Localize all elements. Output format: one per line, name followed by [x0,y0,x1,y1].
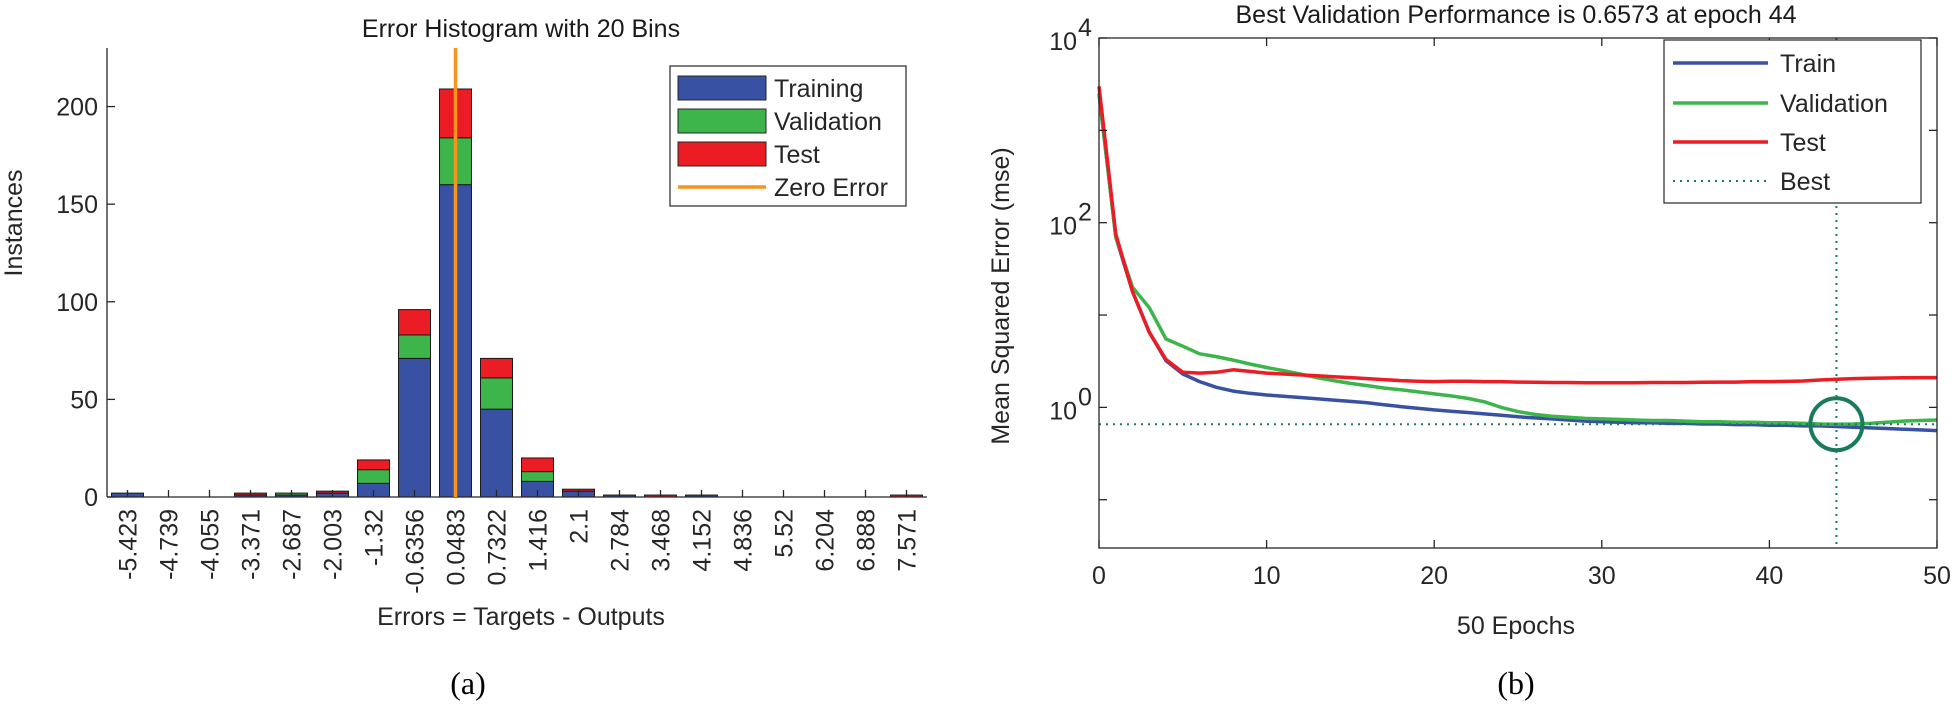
x-tick-label-5.52: 5.52 [771,509,799,558]
performance-plot: Best Validation Performance is 0.6573 at… [987,1,1951,701]
legend-label-test: Test [1780,129,1826,157]
x-tick-label--5.423: -5.423 [115,509,143,580]
performance-axes-box [1098,37,1938,549]
bar-validation--1.32 [357,469,390,484]
legend-label-best: Best [1780,168,1830,196]
x-tick-label-0.0483: 0.0483 [443,509,471,585]
histogram-x-axis-label: Errors = Targets - Outputs [377,603,665,631]
x-tick-label-0: 0 [1092,562,1106,590]
bar-validation-1.416 [521,471,554,482]
performance-y-axis-label: Mean Squared Error (mse) [987,147,1015,444]
legend-swatch-training [677,75,767,101]
x-tick-label-30: 30 [1588,562,1616,590]
histogram-y-axis-label: Instances [0,169,28,276]
y-tick-label-100: 100 [56,289,98,317]
series-train-line [1097,93,1938,433]
x-tick-label--1.32: -1.32 [361,509,389,566]
bar-validation--0.6356 [398,334,431,359]
bar-test--0.6356 [398,309,431,336]
x-tick-label--0.6356: -0.6356 [402,509,430,594]
y-tick-label-200: 200 [56,94,98,122]
performance-series [1097,86,1938,433]
series-test-line [1097,86,1937,385]
performance-legend-box [1663,39,1922,204]
x-tick-label--2.687: -2.687 [279,509,307,580]
histogram-y-ticks: 0 50 100 150 200 [56,94,115,512]
y-tick-label-1: 10 [1049,397,1077,425]
histogram-legend: Training Validation Test Zero Error [669,65,907,207]
x-tick-label-6.888: 6.888 [853,509,881,572]
x-tick-label-4.836: 4.836 [730,509,758,572]
error-histogram: Error Histogram with 20 Bins Instances E… [0,15,927,701]
legend-swatch-validation [677,108,767,134]
x-tick-label-4.152: 4.152 [689,509,717,572]
y-tick-label-50: 50 [70,386,98,414]
x-tick-label-2.784: 2.784 [607,509,635,572]
legend-label-training: Training [774,75,863,103]
panel-label-a: (a) [450,665,486,701]
bar-test--1.32 [357,459,390,471]
x-tick-label--2.003: -2.003 [320,509,348,580]
y-tick-exponent-1: 0 [1078,383,1092,411]
panel-label-b: (b) [1497,665,1534,701]
histogram-x-ticks: -5.423 -4.739 -4.055 -3.371 -2.687 -2.003 -1.3… [115,490,922,594]
x-tick-label-1.416: 1.416 [525,509,553,572]
x-tick-label-20: 20 [1420,562,1448,590]
legend-label-train: Train [1780,50,1836,78]
y-tick-exponent-10000: 4 [1078,14,1092,42]
bar-validation-0.7322 [480,377,513,410]
y-tick-label-10000: 10 [1049,28,1077,56]
x-tick-label-6.204: 6.204 [812,509,840,572]
x-tick-label--3.371: -3.371 [238,509,266,580]
legend-label-zero-error: Zero Error [774,174,888,202]
y-tick-label-0: 0 [84,484,98,512]
y-tick-exponent-100: 2 [1078,199,1092,227]
legend-label-test: Test [774,141,820,169]
legend-label-validation: Validation [1780,90,1888,118]
x-tick-label-3.468: 3.468 [648,509,676,572]
bar-training-0.7322 [480,408,513,498]
x-tick-label-7.571: 7.571 [894,509,922,572]
legend-swatch-test [677,141,767,167]
x-tick-label-2.1: 2.1 [566,509,594,544]
legend-label-validation: Validation [774,108,882,136]
x-tick-label--4.739: -4.739 [156,509,184,580]
bar-test-0.7322 [480,357,513,379]
x-tick-label-50: 50 [1923,562,1951,590]
x-tick-label-10: 10 [1253,562,1281,590]
x-tick-label-40: 40 [1755,562,1783,590]
bar-test-1.416 [521,457,554,473]
performance-title: Best Validation Performance is 0.6573 at… [1236,1,1797,29]
x-tick-label--4.055: -4.055 [197,509,225,580]
y-tick-label-100: 10 [1049,213,1077,241]
y-tick-label-150: 150 [56,191,98,219]
x-tick-label-0.7322: 0.7322 [484,509,512,585]
bar-training--0.6356 [398,357,431,498]
histogram-title: Error Histogram with 20 Bins [362,15,680,43]
performance-legend: Train Validation Test Best [1663,39,1922,204]
best-validation-marker [1808,396,1865,453]
series-validation-line [1097,93,1938,426]
performance-x-axis-label: 50 Epochs [1457,612,1575,640]
